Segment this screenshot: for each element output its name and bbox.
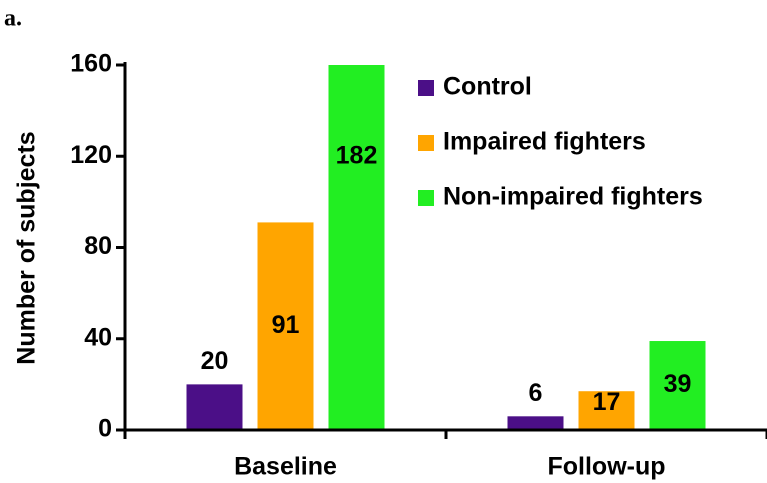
bar <box>328 65 385 430</box>
value-label: 17 <box>593 388 621 416</box>
bar <box>257 222 314 430</box>
bar <box>507 416 564 430</box>
y-tick-label: 160 <box>70 50 112 78</box>
y-axis-label: Number of subjects <box>13 131 41 364</box>
value-label: 6 <box>529 379 543 407</box>
x-tick-label: Baseline <box>234 453 337 481</box>
bar <box>649 341 706 430</box>
y-tick-label: 40 <box>84 323 112 351</box>
y-tick-label: 120 <box>70 141 112 169</box>
y-tick-label: 80 <box>84 232 112 260</box>
value-label: 39 <box>664 370 692 398</box>
legend-label: Non-impaired fighters <box>443 183 703 211</box>
value-label: 182 <box>336 142 378 170</box>
legend-swatch <box>418 135 434 151</box>
legend-label: Impaired fighters <box>443 128 646 156</box>
x-tick-label: Follow-up <box>547 453 665 481</box>
legend-swatch <box>418 190 434 206</box>
value-label: 91 <box>272 311 300 339</box>
value-label: 20 <box>201 347 229 375</box>
legend-label: Control <box>443 73 532 101</box>
y-tick-label: 0 <box>98 415 112 443</box>
bar <box>186 384 243 430</box>
plot-area <box>186 65 706 430</box>
panel-label: a. <box>4 6 22 32</box>
bar <box>578 391 635 430</box>
legend-swatch <box>418 80 434 96</box>
